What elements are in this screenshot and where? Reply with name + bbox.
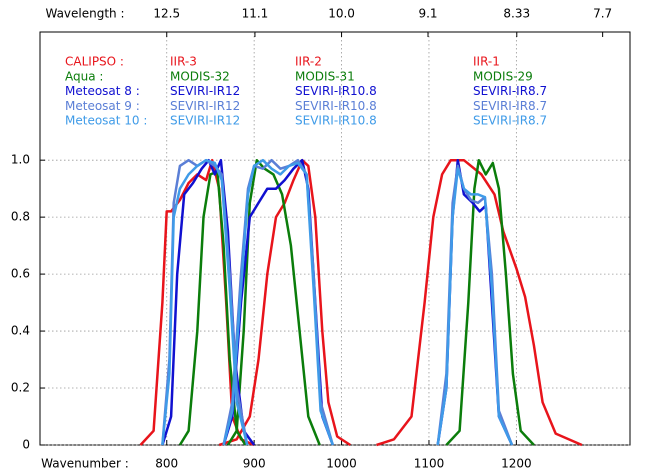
x2-tick-label: 8.33 bbox=[503, 7, 530, 21]
response-line bbox=[178, 170, 247, 446]
response-line bbox=[161, 158, 249, 446]
y-tick-label: 0.6 bbox=[11, 267, 30, 281]
legend-channel: MODIS-29 bbox=[473, 69, 533, 83]
y-tick-label: 0 bbox=[22, 438, 30, 452]
y-tick-label: 0.8 bbox=[11, 210, 30, 224]
legend-channel: SEVIRI-IR10.8 bbox=[295, 114, 377, 128]
legend-channel: SEVIRI-IR8.7 bbox=[473, 114, 547, 128]
x2-tick-label: 11.1 bbox=[242, 7, 269, 21]
x-tick-label: 800 bbox=[155, 457, 178, 471]
legend-channel: SEVIRI-IR8.7 bbox=[473, 84, 547, 98]
legend-label: Aqua : bbox=[65, 69, 103, 83]
legend-label: Meteosat 10 : bbox=[65, 114, 147, 128]
legend-channel: SEVIRI-IR12 bbox=[170, 114, 240, 128]
response-line bbox=[218, 158, 351, 447]
legend-channel: SEVIRI-IR10.8 bbox=[295, 84, 377, 98]
legend-channel: MODIS-31 bbox=[295, 69, 355, 83]
legend-label: Meteosat 8 : bbox=[65, 84, 140, 98]
response-line bbox=[436, 167, 514, 446]
legend-channel: IIR-2 bbox=[295, 55, 322, 69]
legend-channel: IIR-1 bbox=[473, 55, 500, 69]
y-tick-label: 0.2 bbox=[11, 381, 30, 395]
plot-frame bbox=[39, 31, 631, 446]
legend-channel: SEVIRI-IR12 bbox=[170, 99, 240, 113]
legend-label: CALIPSO : bbox=[65, 55, 124, 69]
x2-axis-label: Wavelength : bbox=[45, 7, 124, 21]
y-tick-label: 0.4 bbox=[11, 324, 30, 338]
x2-tick-label: 9.1 bbox=[418, 7, 437, 21]
legend-label: Meteosat 9 : bbox=[65, 99, 140, 113]
legend-channel: SEVIRI-IR10.8 bbox=[295, 99, 377, 113]
x2-tick-label: 10.0 bbox=[328, 7, 355, 21]
x-tick-label: 1100 bbox=[414, 457, 445, 471]
legend-channel: IIR-3 bbox=[170, 55, 197, 69]
legend-channel: MODIS-32 bbox=[170, 69, 230, 83]
x-tick-label: 900 bbox=[243, 457, 266, 471]
response-line bbox=[376, 158, 583, 447]
response-line bbox=[226, 158, 321, 446]
x-axis-label: Wavenumber : bbox=[41, 457, 129, 471]
x-tick-label: 1200 bbox=[501, 457, 532, 471]
legend-channel: SEVIRI-IR12 bbox=[170, 84, 240, 98]
x-tick-label: 1000 bbox=[326, 457, 357, 471]
response-line bbox=[222, 158, 334, 446]
x2-tick-label: 12.5 bbox=[153, 7, 180, 21]
y-tick-label: 1.0 bbox=[11, 153, 30, 167]
response-line bbox=[445, 158, 535, 446]
x2-tick-label: 7.7 bbox=[593, 7, 612, 21]
legend-channel: SEVIRI-IR8.7 bbox=[473, 99, 547, 113]
